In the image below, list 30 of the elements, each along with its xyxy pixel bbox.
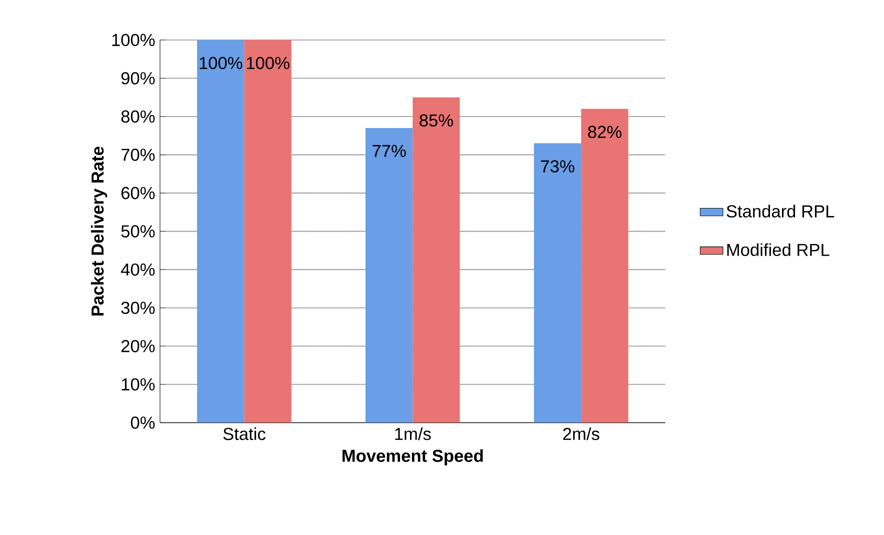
bar [581,109,628,423]
bar [197,40,244,423]
y-tick-label: 50% [121,225,155,238]
data-label: 82% [588,126,622,138]
data-label: 100% [200,57,242,70]
y-tick-label: 90% [121,72,155,85]
y-tick-label: 100% [112,34,155,46]
bar [534,143,582,423]
legend-label: Modified RPL [727,243,830,256]
x-tick-label: 2m/s [563,428,600,440]
y-tick-label: 10% [122,378,155,391]
data-label: 85% [420,114,453,127]
data-label: 73% [541,160,574,173]
data-label: 77% [372,145,406,158]
y-tick-label: 80% [121,110,155,123]
bar [244,40,292,423]
bar [412,98,460,423]
y-tick-label: 20% [121,340,155,352]
y-tick-label: 0% [130,416,155,429]
bar [366,128,413,423]
y-tick-label: 40% [121,264,155,276]
data-label: 100% [246,57,290,70]
x-tick-label: Static [223,428,266,440]
x-tick-label: 1m/s [395,428,431,440]
x-axis-title: Movement Speed [342,449,483,466]
y-tick-label: 30% [121,302,155,314]
y-tick-label: 70% [122,148,155,162]
y-axis-title: Packet Delivery Rate [90,146,108,316]
legend-label: Standard RPL [726,204,834,218]
y-tick-label: 60% [121,187,155,200]
